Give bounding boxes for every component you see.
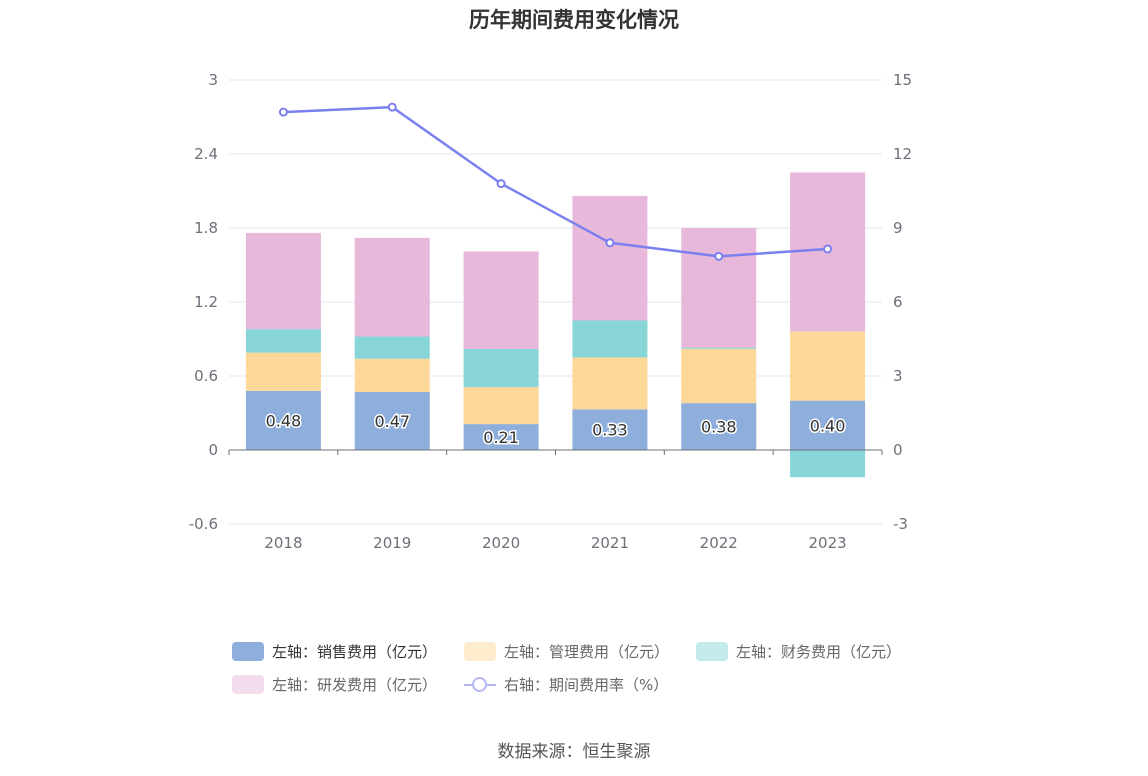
- bar-segment-4: [572, 195, 648, 321]
- x-tick-label: 2022: [700, 534, 738, 552]
- legend-label: 左轴：管理费用（亿元）: [504, 642, 670, 661]
- y-right-tick-label: -3: [893, 515, 908, 533]
- y-left-tick-label: 2.4: [194, 145, 218, 163]
- chart-plot: -0.6 0 0.6 1.2 1.8 2.4 3 -3 0 3 6 9 12 15 2018 2019 2020…: [189, 71, 912, 552]
- y-left-tick-label: 1.2: [194, 293, 218, 311]
- data-label: 0.40: [810, 416, 846, 435]
- legend-swatch: [696, 641, 728, 661]
- data-label: 0.47: [374, 412, 410, 431]
- legend-line-marker: [464, 675, 496, 694]
- y-left-tick-label: 0.6: [194, 367, 218, 385]
- legend-item[interactable]: 右轴：期间费用率（%）: [464, 671, 668, 697]
- legend-swatch: [232, 641, 264, 661]
- bar-segment-3: [463, 348, 539, 388]
- bar-segment-4: [354, 237, 430, 337]
- data-source: 数据来源：恒生聚源: [497, 742, 651, 762]
- y-right-tick-label: 3: [893, 367, 903, 385]
- legend-item[interactable]: 左轴：管理费用（亿元）: [464, 638, 669, 664]
- bar-segment-2: [790, 331, 866, 401]
- legend-label: 左轴：销售费用（亿元）: [272, 642, 438, 661]
- y-left-tick-label: 1.8: [194, 219, 218, 237]
- line-series: [283, 105, 828, 258]
- bar-segment-3: [790, 450, 866, 478]
- legend-label: 左轴：研发费用（亿元）: [272, 675, 438, 694]
- bar-segment-4: [245, 232, 321, 330]
- legend-item[interactable]: 左轴：财务费用（亿元）: [696, 638, 901, 664]
- legend-swatch: [464, 641, 496, 661]
- line-point: [278, 107, 288, 117]
- data-label: 0.38: [701, 418, 737, 437]
- bar-segment-1: [245, 390, 321, 450]
- bar-segment-4: [463, 251, 539, 349]
- legend-label: 右轴：期间费用率（%）: [504, 675, 669, 694]
- bar-segment-1: [681, 403, 757, 450]
- x-tick-label: 2023: [808, 534, 846, 552]
- bar-segment-4: [681, 228, 757, 348]
- x-tick-label: 2018: [264, 534, 302, 552]
- bar-segment-3: [354, 336, 430, 359]
- data-label: 0.21: [483, 428, 519, 447]
- bar-segment-2: [681, 348, 757, 404]
- bar-segment-3: [681, 347, 757, 349]
- data-label: 0.48: [266, 411, 302, 430]
- bar-segment-2: [245, 352, 321, 391]
- bar-segment-1: [572, 409, 648, 450]
- line-point: [605, 238, 615, 248]
- legend-swatch: [232, 674, 264, 694]
- line-point: [387, 102, 397, 112]
- bar-segment-2: [572, 357, 648, 410]
- line-point: [714, 251, 724, 261]
- bar-segment-3: [245, 329, 321, 353]
- bar-segment-2: [354, 358, 430, 393]
- y-right-tick-label: 0: [893, 441, 903, 459]
- chart-title: 历年期间费用变化情况: [469, 8, 679, 32]
- x-tick-label: 2019: [373, 534, 411, 552]
- y-right-tick-label: 6: [893, 293, 903, 311]
- bar-segment-2: [463, 387, 539, 425]
- bar-segment-1: [463, 424, 539, 450]
- legend-item[interactable]: 左轴：销售费用（亿元）: [232, 638, 437, 664]
- x-tick-label: 2020: [482, 534, 520, 552]
- y-left-tick-label: 0: [208, 441, 218, 459]
- line-point: [496, 179, 506, 189]
- y-left-tick-label: 3: [208, 71, 218, 89]
- bar-segment-1: [790, 400, 866, 450]
- y-right-tick-label: 15: [893, 71, 912, 89]
- x-tick-label: 2021: [591, 534, 629, 552]
- data-label: 0.33: [592, 421, 628, 440]
- legend-label: 左轴：财务费用（亿元）: [736, 642, 902, 661]
- bar-segment-1: [354, 392, 430, 450]
- y-left-tick-label: -0.6: [189, 515, 218, 533]
- line-point: [823, 244, 833, 254]
- y-right-tick-label: 12: [893, 145, 912, 163]
- y-right-tick-label: 9: [893, 219, 903, 237]
- legend-item[interactable]: 左轴：研发费用（亿元）: [232, 671, 437, 697]
- bar-segment-3: [572, 320, 648, 358]
